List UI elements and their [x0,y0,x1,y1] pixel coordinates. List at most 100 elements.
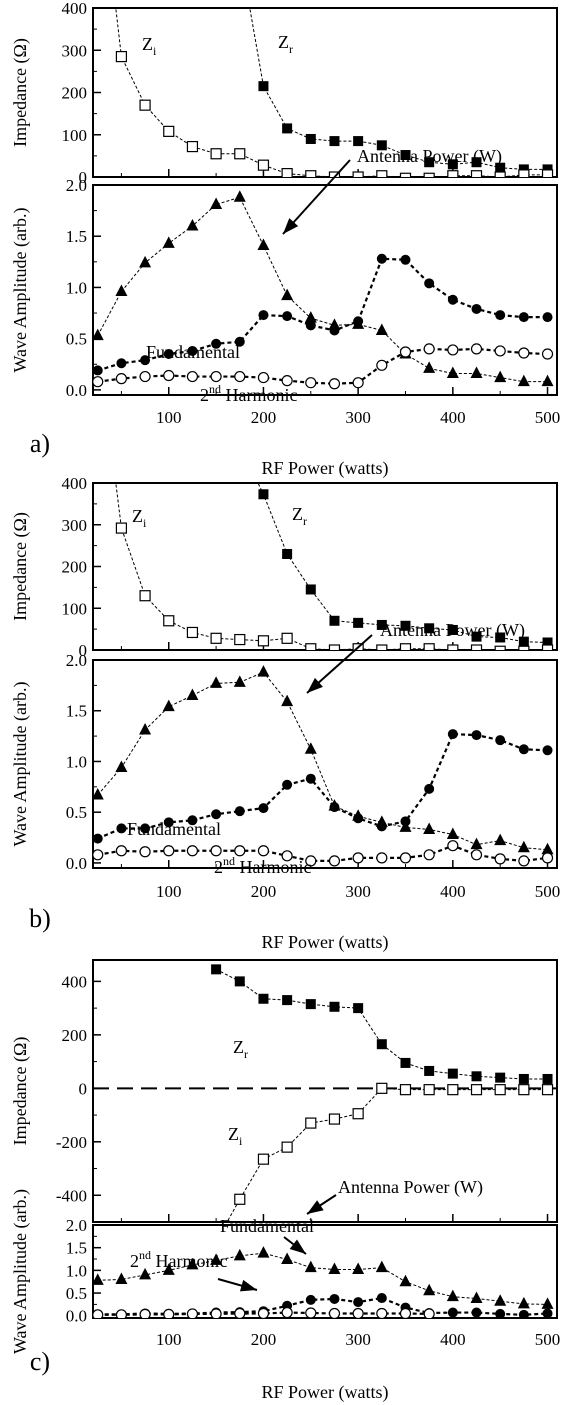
marker-circle-filled [353,813,364,824]
wave-series-antenna-power-w- [93,1246,554,1309]
marker-triangle [517,374,530,387]
marker-circle-filled [329,802,340,813]
marker-square-open [423,643,435,650]
marker-circle-filled [116,823,127,834]
impedance-tick-label: 100 [62,599,88,618]
marker-circle-open [447,344,459,356]
marker-square-open [376,644,388,650]
marker-triangle [281,694,294,707]
marker-square-filled [424,157,435,168]
harmonic-arrow-head [239,1279,257,1292]
antenna-arrow-head [307,1200,324,1214]
marker-circle-open [494,853,506,865]
marker-square-filled [471,1071,482,1082]
panel-2: 0 100 200 300 400 0.0 0.5 1.0 1.5 2.0 100 200 300 400… [10,474,560,953]
marker-square-filled [305,133,316,144]
x-axis-label: RF Power (watts) [262,1382,389,1403]
marker-circle-filled [163,349,174,360]
panel-letter: a) [30,429,50,458]
impedance-tick-label: 300 [62,41,88,60]
marker-circle-open [423,849,435,861]
marker-circle-open [257,371,270,384]
panel-letter: c) [30,1347,50,1376]
marker-triangle [233,190,246,202]
marker-triangle [210,1253,223,1265]
marker-circle-filled [400,816,411,827]
marker-circle-filled [495,735,506,746]
marker-circle-filled [258,803,269,814]
marker-circle-open [139,1308,151,1318]
marker-square-open [470,644,483,650]
label-sub: r [244,1047,248,1061]
marker-triangle [494,370,507,383]
marker-square-filled [282,123,293,134]
marker-square-open [186,140,199,153]
marker-circle-filled [329,325,340,336]
marker-triangle [446,827,459,840]
label-main: Z [228,1124,239,1144]
marker-circle-open [210,1308,222,1318]
zr-label: Zr [292,504,307,528]
marker-circle-filled [518,312,529,323]
wave-tick-label: 2.0 [66,176,87,195]
marker-circle-filled [424,783,435,794]
marker-circle-open [328,855,341,867]
marker-square-filled [376,1039,387,1050]
x-tick-label: 400 [440,882,466,901]
marker-circle-open [234,370,246,383]
marker-triangle [115,1272,128,1284]
impedance-tick-label: 400 [62,972,88,991]
wave-series-2nd-harmonic [93,1306,435,1318]
label-sup: nd [223,854,235,868]
x-tick-label: 300 [345,1330,371,1349]
marker-circle-filled [282,779,293,790]
marker-circle-open [186,1308,199,1318]
marker-circle-filled [234,336,245,347]
marker-square-filled [376,619,387,630]
marker-circle-filled [542,312,553,323]
marker-square-open [470,170,483,177]
series-line [97,347,548,385]
marker-triangle [257,1246,270,1258]
zi-label: Zi [142,34,157,58]
wave-axis-label: Wave Amplitude (arb.) [10,1189,31,1354]
impedance-axis-label: Impedance (Ω) [10,1037,31,1146]
marker-circle-open [163,369,175,382]
marker-circle-filled [400,254,411,265]
x-tick-label: 500 [535,408,561,427]
marker-triangle [93,787,104,800]
label-main: Z [142,34,153,54]
series-line [257,483,548,643]
marker-circle-open [352,1307,364,1318]
impedance-tick-label: -400 [56,1186,87,1205]
zr-label: Zr [233,1037,248,1061]
marker-square-filled [211,964,222,975]
marker-triangle [139,1267,152,1280]
marker-square-open [541,644,554,650]
marker-triangle [210,676,223,688]
impedance-tick-label: 200 [62,1026,88,1045]
marker-triangle [115,284,128,297]
marker-circle-open [115,1309,128,1318]
antenna-power-label: Antenna Power (W) [357,146,502,167]
marker-circle-open [139,370,151,383]
antenna-arrow-head [283,218,299,234]
marker-circle-filled [518,744,529,755]
series-line [215,968,548,1080]
marker-square-open [518,645,530,650]
marker-triangle [517,840,530,853]
marker-square-filled [424,1065,435,1076]
x-tick-label: 200 [251,408,277,427]
label-rest: Harmonic [151,1251,227,1271]
marker-circle-open [447,840,459,852]
marker-circle-open [305,855,317,867]
marker-circle-open [518,347,530,359]
marker-circle-filled [305,1294,316,1305]
marker-square-open [541,1084,554,1096]
marker-triangle [257,238,270,250]
x-tick-label: 200 [251,882,277,901]
marker-circle-open [376,852,388,864]
wave-tick-label: 0.0 [66,381,87,400]
impedance-series-Zi [115,483,554,650]
marker-square-open [328,171,341,177]
